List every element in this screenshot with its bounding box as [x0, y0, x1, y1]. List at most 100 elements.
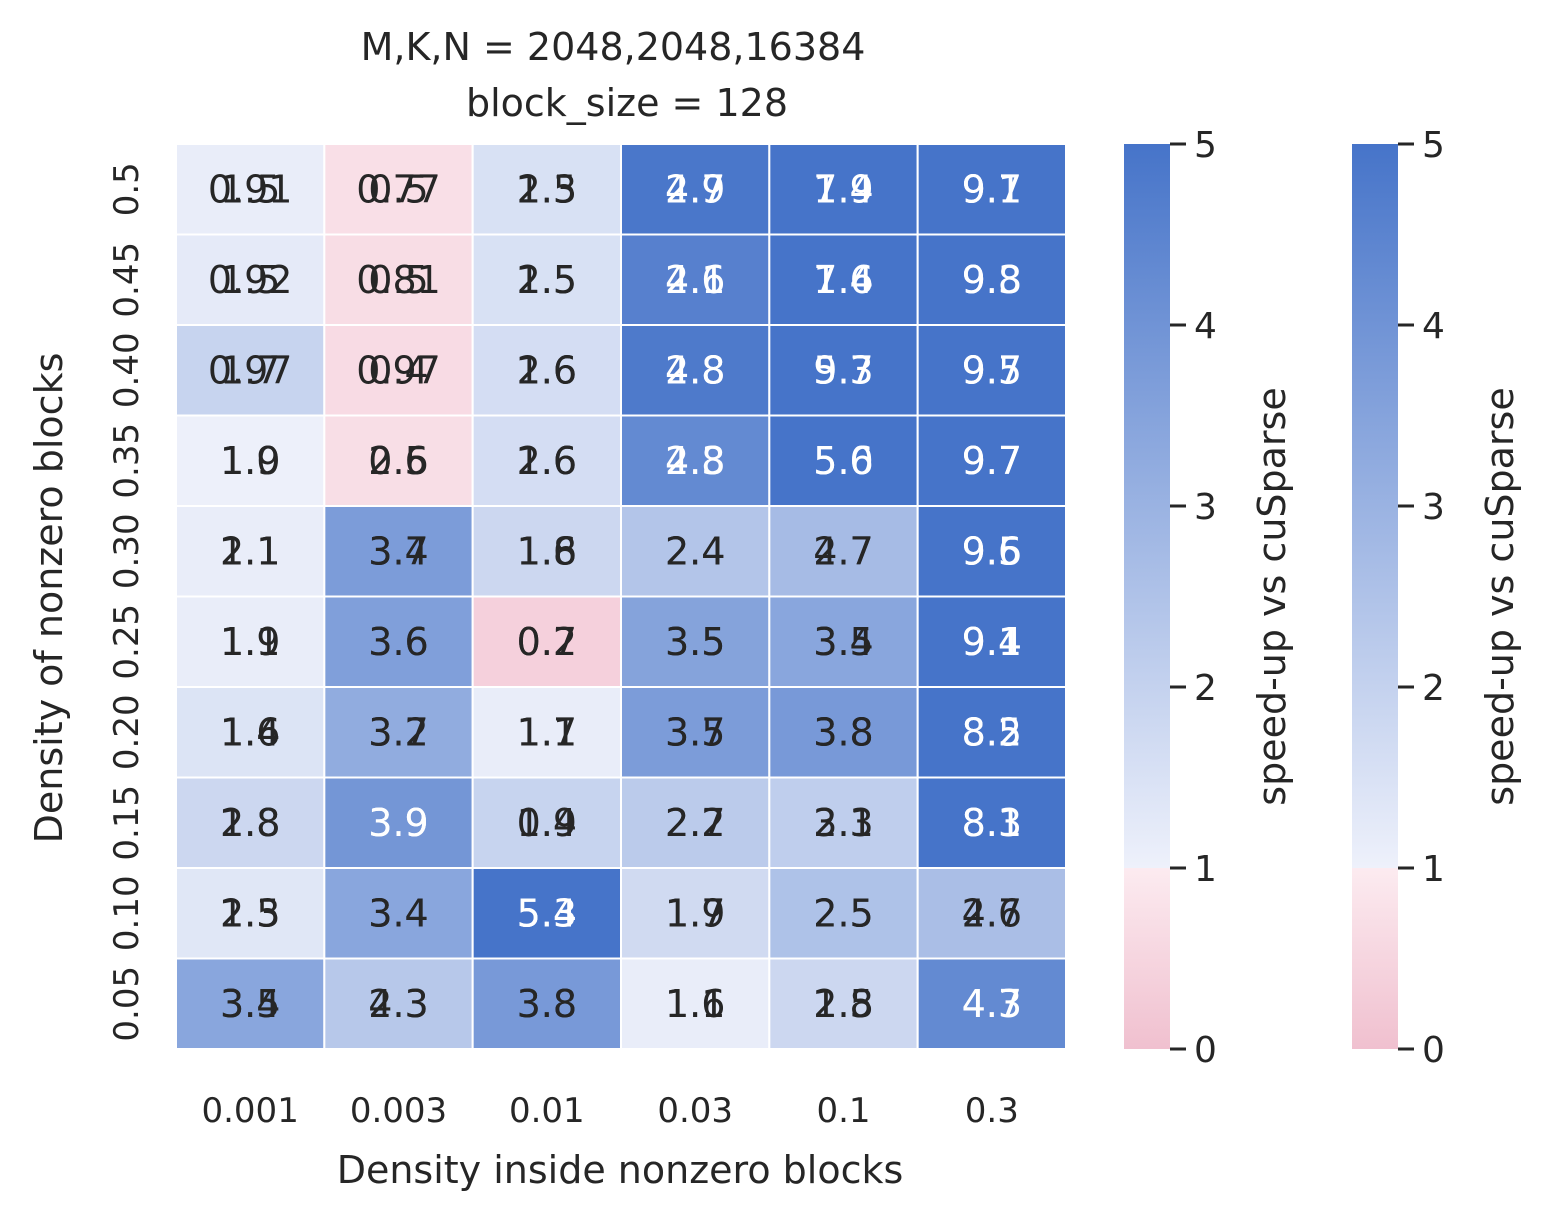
cell-label-layer-1: 4.7 [665, 167, 725, 211]
heatmap-cell [620, 686, 771, 779]
cell-label-layer-2: 1.3 [220, 891, 280, 935]
cell-label-layer-2: 9.6 [962, 529, 1022, 573]
cell-label-layer-2: 9.1 [962, 167, 1022, 211]
heatmap-cell [471, 143, 622, 236]
cell-label-layer-2: 3.4 [368, 891, 428, 935]
x-tick-label: 0.003 [350, 1091, 447, 1131]
cell-label-layer-1: 4.3 [368, 982, 428, 1026]
cell-label-layer-2: 2.6 [962, 891, 1022, 935]
heatmap-cell [916, 686, 1068, 779]
cell-label-layer-1: 3.5 [813, 620, 873, 664]
heatmap-cell [471, 414, 622, 507]
cell-label-layer-2: 2.9 [665, 167, 725, 211]
y-tick-labels: 0.5 0.45 0.40 0.35 0.30 0.25 0.20 0.15 0.10 0.05 [107, 162, 147, 1041]
heatmap-cell [620, 505, 771, 598]
cell-label-layer-2: 2.3 [665, 439, 725, 483]
colorbar-2 [1352, 144, 1398, 1049]
heatmap-cell [175, 595, 326, 688]
heatmap-cell [175, 867, 326, 960]
cell-label-layer-1: 2.5 [813, 982, 873, 1026]
colorbar-tick-label: 4 [1194, 306, 1217, 347]
cell-label-layer-2: 1.5 [220, 258, 280, 302]
colorbar-label: speed-up vs cuSparse [1478, 387, 1522, 805]
cell-label-layer-2: 1.5 [517, 258, 577, 302]
cell-label-layer-1: 3.7 [368, 710, 428, 754]
cell-label-layer-1: 9.3 [962, 258, 1022, 302]
heatmap-cell [175, 505, 326, 598]
cell-label-layer-2: 1.4 [813, 258, 873, 302]
heatmap-cell [768, 867, 919, 960]
cell-label-layer-1: 3.5 [665, 620, 725, 664]
y-tick-label: 0.30 [107, 513, 147, 589]
cell-label-layer-2: 3.4 [813, 620, 873, 664]
cell-label-layer-2: 8.5 [962, 710, 1022, 754]
cell-label-layer-1: 1.9 [220, 620, 280, 664]
cell-label-layer-2: 3.9 [368, 801, 428, 845]
heatmap-cell [768, 414, 919, 507]
cell-label-layer-2: 0.5 [368, 439, 428, 483]
cell-label-layer-1: 9.4 [962, 620, 1022, 664]
cell-label-layer-1: 8.3 [962, 801, 1022, 845]
colorbar-tick-label: 5 [1422, 125, 1445, 166]
heatmap-cell [916, 957, 1068, 1050]
cell-label-layer-2: 9.7 [962, 348, 1022, 392]
heatmap-cell [916, 867, 1068, 960]
cell-label-layer-2: 3.5 [665, 620, 725, 664]
x-tick-label: 0.01 [509, 1091, 585, 1131]
heatmap-cell [323, 143, 474, 236]
heatmap-cell [323, 957, 474, 1050]
cell-label-layer-2: 8.1 [962, 801, 1022, 845]
cell-label-layer-2: 1.5 [220, 167, 280, 211]
cell-label-layer-2: 1.8 [220, 801, 280, 845]
cell-label-layer-2: 9.3 [813, 348, 873, 392]
cell-label-layer-1: 2.6 [517, 439, 577, 483]
heatmap-cell [471, 686, 622, 779]
cell-label-layer-2: 2.1 [813, 801, 873, 845]
cell-label-layer-2: 0.2 [517, 620, 577, 664]
x-axis-label: Density inside nonzero blocks [337, 1148, 904, 1192]
cell-label-layer-1: 2.1 [220, 529, 280, 573]
cell-label-layer-1: 5.7 [813, 348, 873, 392]
y-tick-label: 0.25 [107, 604, 147, 680]
heatmap-cell [768, 505, 919, 598]
heatmap-cell [620, 233, 771, 326]
x-tick-label: 0.03 [657, 1091, 733, 1131]
y-tick-label: 0.35 [107, 423, 147, 499]
cell-label-layer-1: 4.8 [665, 439, 725, 483]
heatmap-cell [323, 414, 474, 507]
heatmap-cell [323, 324, 474, 417]
cell-label-layer-1: 1.9 [665, 891, 725, 935]
cell-label-layer-2: 0.5 [368, 167, 428, 211]
cell-label-layer-1: 0.97 [356, 348, 441, 392]
cell-label-layer-2: 1.8 [517, 529, 577, 573]
x-tick-label: 0.3 [965, 1091, 1019, 1131]
y-tick-label: 0.45 [107, 242, 147, 318]
cell-label-layer-2: 3.8 [517, 982, 577, 1026]
cell-label-layer-1: 3.8 [517, 982, 577, 1026]
cell-label-layer-1: 0.97 [208, 348, 293, 392]
cell-label-layer-1: 1.9 [220, 439, 280, 483]
x-tick-labels: 0.001 0.003 0.01 0.03 0.1 0.3 [201, 1091, 1018, 1131]
cell-label-layer-1: 7.6 [813, 258, 873, 302]
cell-label-layer-2: 3.6 [368, 620, 428, 664]
heatmap-cell [916, 324, 1068, 417]
cell-label-layer-1: 2.4 [665, 529, 725, 573]
cell-label-layer-2: 1.4 [813, 167, 873, 211]
cell-label-layer-1: 0.81 [356, 258, 441, 302]
cell-label-layer-2: 1.1 [517, 710, 577, 754]
cell-label-layer-1: 2.6 [368, 439, 428, 483]
cell-label-layer-2: 1.8 [813, 982, 873, 1026]
cell-label-layer-1: 4.7 [962, 891, 1022, 935]
cell-label-layer-2: 2.3 [368, 982, 428, 1026]
cell-label-layer-2: 2.5 [813, 891, 873, 935]
y-axis-label: Density of nonzero blocks [27, 353, 71, 844]
y-tick-label: 0.40 [107, 332, 147, 408]
colorbar-tick-label: 5 [1194, 125, 1217, 166]
cell-label-layer-2: 5.0 [813, 439, 873, 483]
cell-label-layer-1: 3.9 [368, 801, 428, 845]
heatmap-cell [175, 776, 326, 869]
cell-label-layer-1: 0.91 [208, 167, 293, 211]
cell-label-layer-2: 1.4 [220, 710, 280, 754]
heatmap-cell [175, 957, 326, 1050]
cell-label-layer-1: 9.7 [962, 439, 1022, 483]
